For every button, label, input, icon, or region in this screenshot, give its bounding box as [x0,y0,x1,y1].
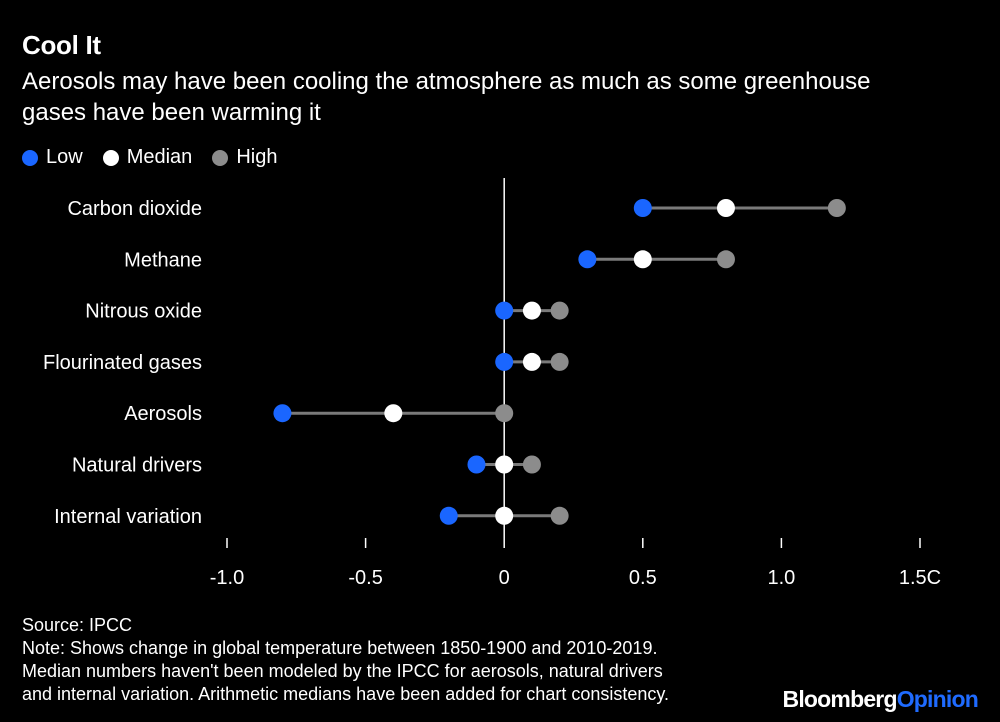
median-point [495,506,514,525]
x-tick-label: 1.5C [899,567,941,589]
category-label: Aerosols [124,403,202,425]
legend-dot-low [22,149,38,166]
low-point [467,455,486,474]
median-point [495,455,514,474]
median-point [633,250,652,269]
bloomberg-opinion-logo: BloombergOpinion [782,686,979,713]
high-point [550,506,569,525]
category-label: Natural drivers [72,455,202,477]
x-tick-label: 0 [499,567,510,589]
high-point [550,352,569,371]
chart-subtitle: Aerosols may have been cooling the atmos… [22,68,871,126]
median-point [384,404,403,423]
brand-section: Opinion [896,686,979,712]
median-point [716,199,735,217]
x-tick-label: -1.0 [210,567,244,589]
low-point [633,199,652,217]
dot-range-chart: -1.0 -0.5 0 0.5 1.0 1.5C Carbon dioxide Methane… [43,178,941,589]
high-point [495,404,514,423]
median-point [522,301,541,320]
legend: Low Median High [22,146,297,169]
x-tick-label: 1.0 [767,567,795,589]
legend-dot-high [212,149,229,166]
category-label: Nitrous oxide [85,301,202,323]
source-notes: Source: IPCC Note: Shows change in globa… [22,614,782,706]
low-point [495,352,514,371]
category-label: Carbon dioxide [67,198,202,220]
x-tick-label: -0.5 [348,567,382,589]
high-point [827,199,846,217]
low-point [495,301,514,320]
legend-dot-median [102,149,119,166]
median-point [522,352,541,371]
category-label: Flourinated gases [43,352,202,374]
x-tick-label: 0.5 [629,567,657,589]
legend-label-low: Low [46,146,83,168]
low-point [439,506,458,525]
legend-label-high: High [236,146,278,168]
legend-item-median: Median [102,146,193,169]
low-point [273,404,292,423]
chart-title: Cool It [22,30,101,60]
legend-label-median: Median [126,146,193,168]
legend-item-high: High [212,146,277,169]
note-line-2: Median numbers haven't been modeled by t… [22,661,663,681]
low-point [578,250,597,269]
brand-name: Bloomberg [782,686,898,712]
high-point [716,250,735,269]
source-line: Source: IPCC [22,615,133,635]
high-point [522,455,541,474]
category-label: Methane [124,249,202,271]
note-line-3: and internal variation. Arithmetic media… [22,684,670,704]
legend-item-low: Low [22,146,83,169]
category-label: Internal variation [54,506,202,528]
note-line-1: Note: Shows change in global temperature… [22,638,658,658]
high-point [550,301,569,320]
